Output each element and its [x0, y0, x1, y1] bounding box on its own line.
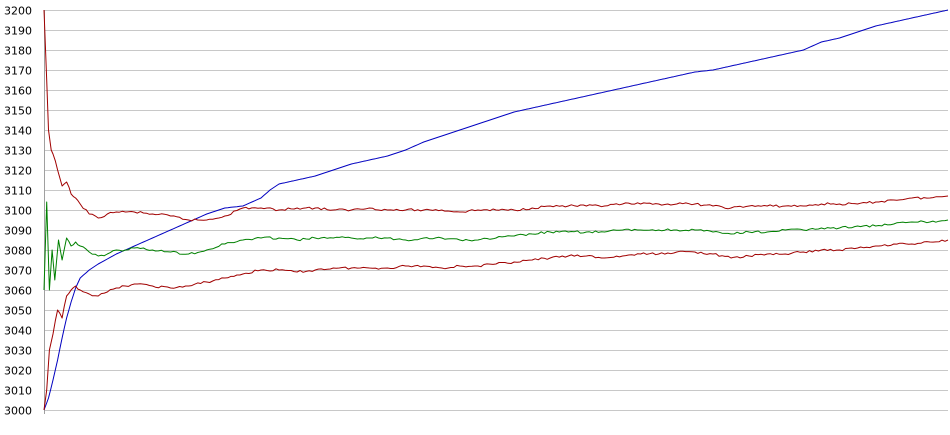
- y-tick-labels: 3000 3010 3020 3030 3040 3050 3060 3070 3080 3090…: [4, 5, 32, 418]
- series-lines: [43, 9, 949, 411]
- y-tick-label: 3040: [4, 325, 32, 338]
- y-tick-label: 3150: [4, 105, 32, 118]
- y-tick-label: 3030: [4, 345, 32, 358]
- gridlines: [44, 10, 948, 411]
- y-tick-label: 3180: [4, 45, 32, 58]
- y-tick-label: 3120: [4, 165, 32, 178]
- y-tick-label: 3190: [4, 25, 32, 38]
- y-tick-label: 3010: [4, 385, 32, 398]
- series-line-3: [43, 201, 949, 291]
- series-line-1: [43, 9, 949, 411]
- y-tick-label: 3080: [4, 245, 32, 258]
- y-tick-label: 3060: [4, 285, 32, 298]
- y-tick-label: 3070: [4, 265, 32, 278]
- y-tick-label: 3020: [4, 365, 32, 378]
- y-tick-label: 3170: [4, 65, 32, 78]
- series-line-2: [43, 9, 949, 222]
- y-tick-label: 3140: [4, 125, 32, 138]
- y-tick-label: 3090: [4, 225, 32, 238]
- y-tick-label: 3130: [4, 145, 32, 158]
- y-tick-label: 3110: [4, 185, 32, 198]
- y-tick-label: 3100: [4, 205, 32, 218]
- series-line-4: [43, 239, 949, 411]
- y-tick-label: 3050: [4, 305, 32, 318]
- y-tick-label: 3200: [4, 5, 32, 18]
- y-tick-label: 3000: [4, 405, 32, 418]
- y-tick-label: 3160: [4, 85, 32, 98]
